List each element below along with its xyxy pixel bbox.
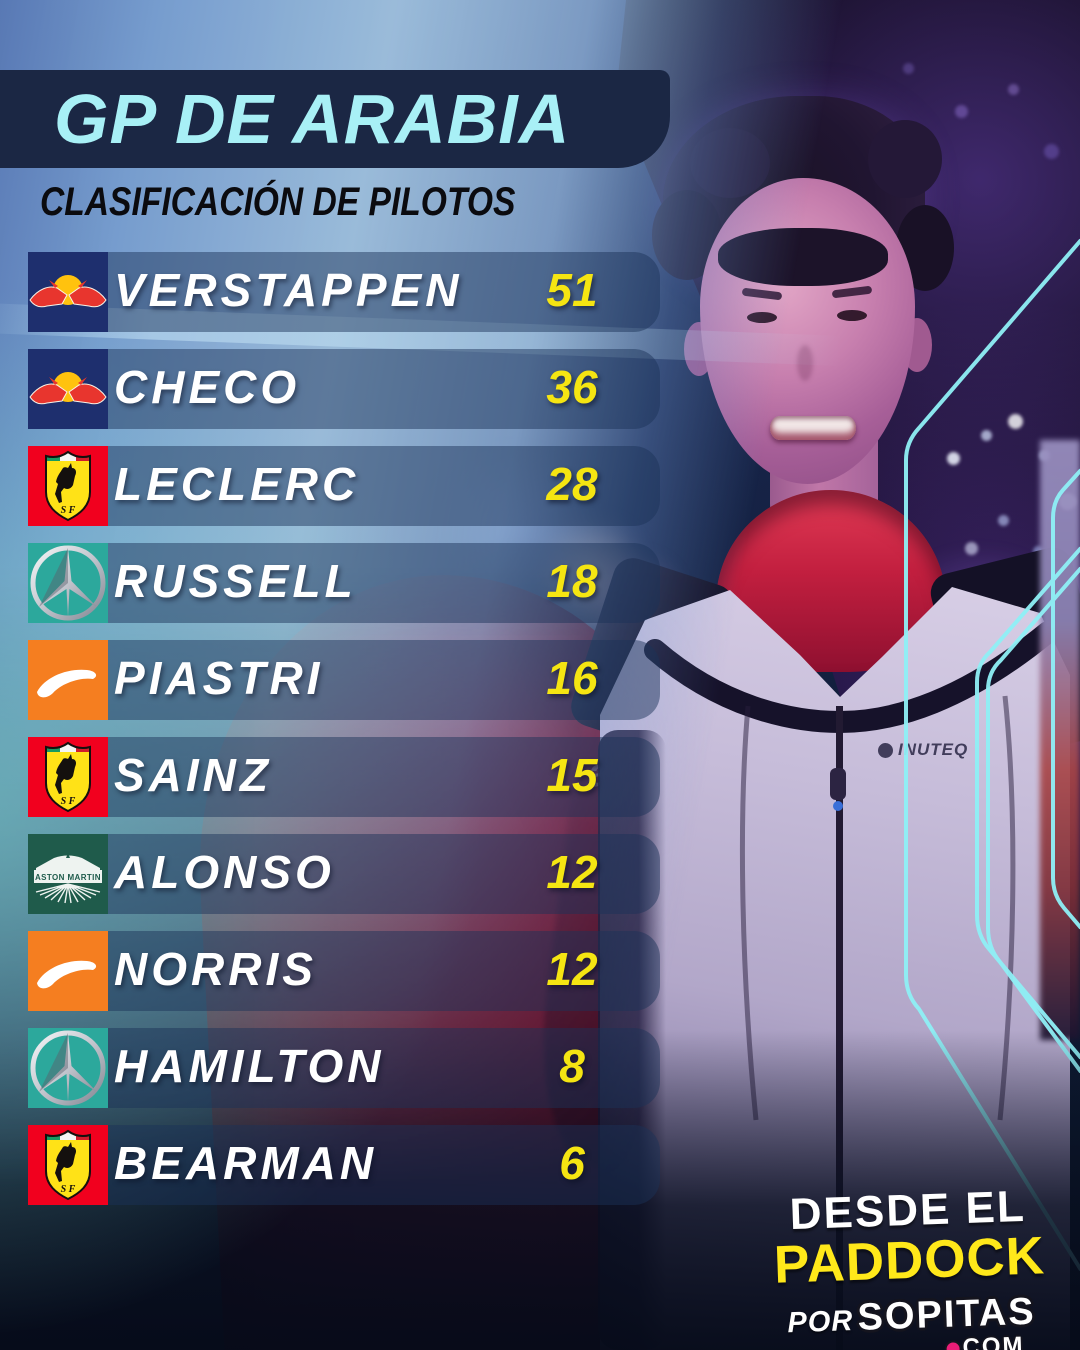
standings-row: SAINZ 15 <box>28 737 660 817</box>
standings-row: VERSTAPPEN 51 <box>28 252 660 332</box>
driver-points: 28 <box>546 457 598 510</box>
standings-list: VERSTAPPEN 51 CHECO 36 LECLERC 28 RUSSEL… <box>28 252 660 1205</box>
row-bar <box>28 349 660 429</box>
driver-name: CHECO <box>114 360 301 413</box>
row-bar <box>28 737 660 817</box>
row-bar <box>28 543 660 623</box>
driver-name: ALONSO <box>114 845 335 898</box>
team-logo-icon <box>28 1125 108 1205</box>
standings-row: PIASTRI 16 <box>28 640 660 720</box>
driver-name: NORRIS <box>114 942 317 995</box>
standings-row: NORRIS 12 <box>28 931 660 1011</box>
driver-name: BEARMAN <box>114 1136 378 1189</box>
standings-row: LECLERC 28 <box>28 446 660 526</box>
driver-points: 12 <box>546 845 598 898</box>
driver-points: 8 <box>559 1039 585 1092</box>
driver-points: 12 <box>546 942 598 995</box>
row-bar <box>28 1028 660 1108</box>
standings-row: HAMILTON 8 <box>28 1028 660 1108</box>
team-logo-icon <box>28 349 108 429</box>
standings-row: CHECO 36 <box>28 349 660 429</box>
branding-por: POR <box>786 1305 854 1340</box>
driver-points: 16 <box>546 651 598 704</box>
standings-row: BEARMAN 6 <box>28 1125 660 1205</box>
row-bar <box>28 446 660 526</box>
row-bar <box>28 640 660 720</box>
driver-name: SAINZ <box>114 748 272 801</box>
team-logo-icon <box>28 252 108 332</box>
driver-name: RUSSELL <box>114 554 357 607</box>
driver-name: PIASTRI <box>114 651 324 704</box>
driver-points: 18 <box>546 554 598 607</box>
pink-dot-icon <box>946 1342 960 1350</box>
standings-row: ALONSO 12 <box>28 834 660 914</box>
team-logo-icon <box>28 834 108 914</box>
standings-row: RUSSELL 18 <box>28 543 660 623</box>
title-banner: GP DE ARABIA <box>0 70 670 168</box>
row-bar <box>28 252 660 332</box>
team-logo-icon <box>28 640 108 720</box>
driver-name: HAMILTON <box>114 1039 385 1092</box>
team-logo-icon <box>28 1028 108 1108</box>
row-bar <box>28 1125 660 1205</box>
page-subtitle: CLASIFICACIÓN DE PILOTOS <box>40 180 516 224</box>
row-bar <box>28 834 660 914</box>
team-logo-icon <box>28 931 108 1011</box>
driver-name: VERSTAPPEN <box>114 263 463 316</box>
row-bar <box>28 931 660 1011</box>
driver-points: 36 <box>546 360 598 413</box>
page-title: GP DE ARABIA <box>54 80 571 158</box>
team-logo-icon <box>28 446 108 526</box>
driver-points: 51 <box>546 263 598 316</box>
team-logo-icon <box>28 543 108 623</box>
team-logo-icon <box>28 737 108 817</box>
driver-name: LECLERC <box>114 457 360 510</box>
driver-points: 6 <box>559 1136 585 1189</box>
driver-points: 15 <box>546 748 598 801</box>
branding-line2: PADDOCK <box>773 1226 1046 1295</box>
branding-logo: DESDE EL PADDOCK POR SOPITAS COM <box>757 1181 1063 1350</box>
